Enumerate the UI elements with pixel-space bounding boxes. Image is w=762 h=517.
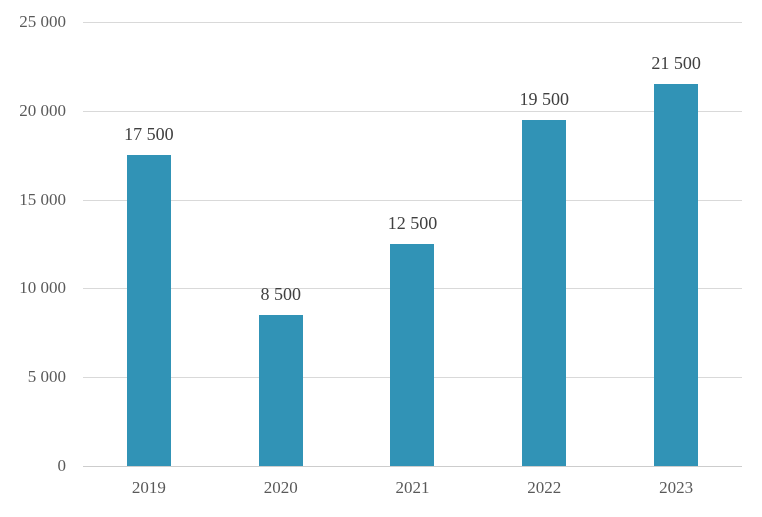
bar-slot: 19 500 2022 bbox=[478, 22, 610, 497]
x-axis-category-label: 2019 bbox=[131, 478, 166, 497]
y-axis-tick-label: 0 bbox=[57, 456, 67, 475]
gridline bbox=[83, 110, 742, 112]
bar-slot: 8 500 2020 bbox=[215, 22, 347, 497]
x-axis-line bbox=[83, 465, 742, 467]
bar-slot: 12 500 2021 bbox=[347, 22, 479, 497]
plot-area: 17 500 2019 8 500 2020 12 500 2021 19 500 2022 2… bbox=[83, 22, 742, 497]
x-axis-category-label: 2022 bbox=[527, 478, 562, 497]
gridline bbox=[83, 22, 742, 23]
bar bbox=[126, 155, 171, 466]
bar-value-label: 8 500 bbox=[260, 284, 301, 305]
x-axis-category-label: 2021 bbox=[395, 478, 430, 497]
y-axis-tick-label: 20 000 bbox=[19, 100, 66, 120]
y-axis-tick-label: 5 000 bbox=[27, 367, 66, 387]
bar bbox=[654, 84, 699, 466]
bar-value-label: 21 500 bbox=[651, 53, 701, 74]
bar bbox=[258, 315, 303, 466]
bar-slot: 17 500 2019 bbox=[83, 22, 215, 497]
y-axis: 0 5 000 10 000 15 000 20 000 25 000 bbox=[0, 12, 66, 475]
bar-value-label: 12 500 bbox=[387, 213, 438, 233]
gridline bbox=[83, 199, 742, 201]
x-axis-category-label: 2023 bbox=[659, 478, 694, 497]
y-axis-tick-label: 15 000 bbox=[19, 189, 66, 209]
bar-value-label: 19 500 bbox=[519, 88, 570, 109]
bar-value-label: 17 500 bbox=[124, 124, 174, 145]
y-axis-tick-label: 25 000 bbox=[19, 12, 66, 31]
x-axis-category-label: 2020 bbox=[263, 478, 298, 497]
bar-series: 17 500 2019 8 500 2020 12 500 2021 19 500 2022 2… bbox=[83, 22, 742, 497]
bar bbox=[390, 244, 435, 466]
y-axis-tick-label: 10 000 bbox=[19, 278, 66, 298]
bar bbox=[522, 119, 567, 466]
bar-slot: 21 500 2023 bbox=[610, 22, 742, 497]
